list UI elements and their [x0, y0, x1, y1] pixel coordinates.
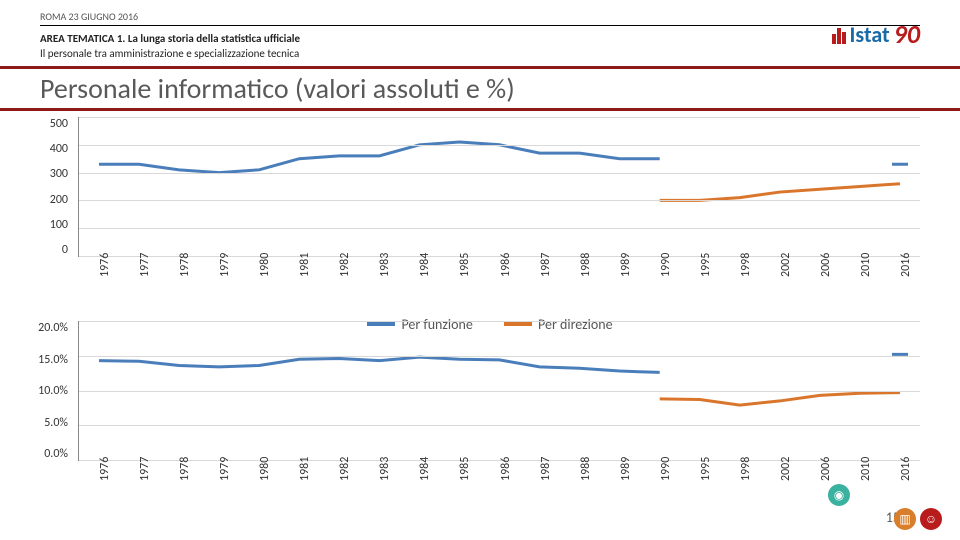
people-icon: ☺ — [920, 508, 942, 530]
chart-icon: ▥ — [894, 508, 916, 530]
slide-title: Personale informatico (valori assoluti e… — [0, 69, 960, 108]
date-line: ROMA 23 GIUGNO 2016 — [40, 10, 920, 23]
plot-bottom — [78, 321, 920, 461]
chart-percent: Per funzione Per direzione 20.0%15.0%10.… — [60, 321, 920, 481]
area-line: AREA TEMATICA 1. La lunga storia della s… — [40, 30, 300, 45]
slide-header: ROMA 23 GIUGNO 2016 AREA TEMATICA 1. La … — [0, 0, 960, 64]
footer-icons: ▥ ☺ — [894, 508, 942, 530]
chart-absolute: 5004003002001000 19761977197819791980198… — [60, 117, 920, 277]
lines-top — [79, 117, 920, 256]
logo-text-istat: Istat — [850, 21, 890, 48]
logo-bars-icon — [832, 24, 846, 44]
sub-line: Il personale tra amministrazione e speci… — [40, 47, 920, 60]
istat-logo: Istat 90 — [832, 18, 920, 50]
logo-text-90: 90 — [894, 18, 920, 50]
charts-area: 5004003002001000 19761977197819791980198… — [0, 111, 960, 481]
y-axis-top: 5004003002001000 — [32, 117, 72, 257]
plot-top — [78, 117, 920, 257]
x-axis-top: 1976197719781979198019811982198319841985… — [78, 259, 920, 283]
x-axis-bottom: 1976197719781979198019811982198319841985… — [78, 463, 920, 487]
globe-icon: ◉ — [828, 484, 850, 506]
y-axis-bottom: 20.0%15.0%10.0%5.0%0.0% — [32, 321, 72, 461]
title-rule: Personale informatico (valori assoluti e… — [0, 66, 960, 111]
